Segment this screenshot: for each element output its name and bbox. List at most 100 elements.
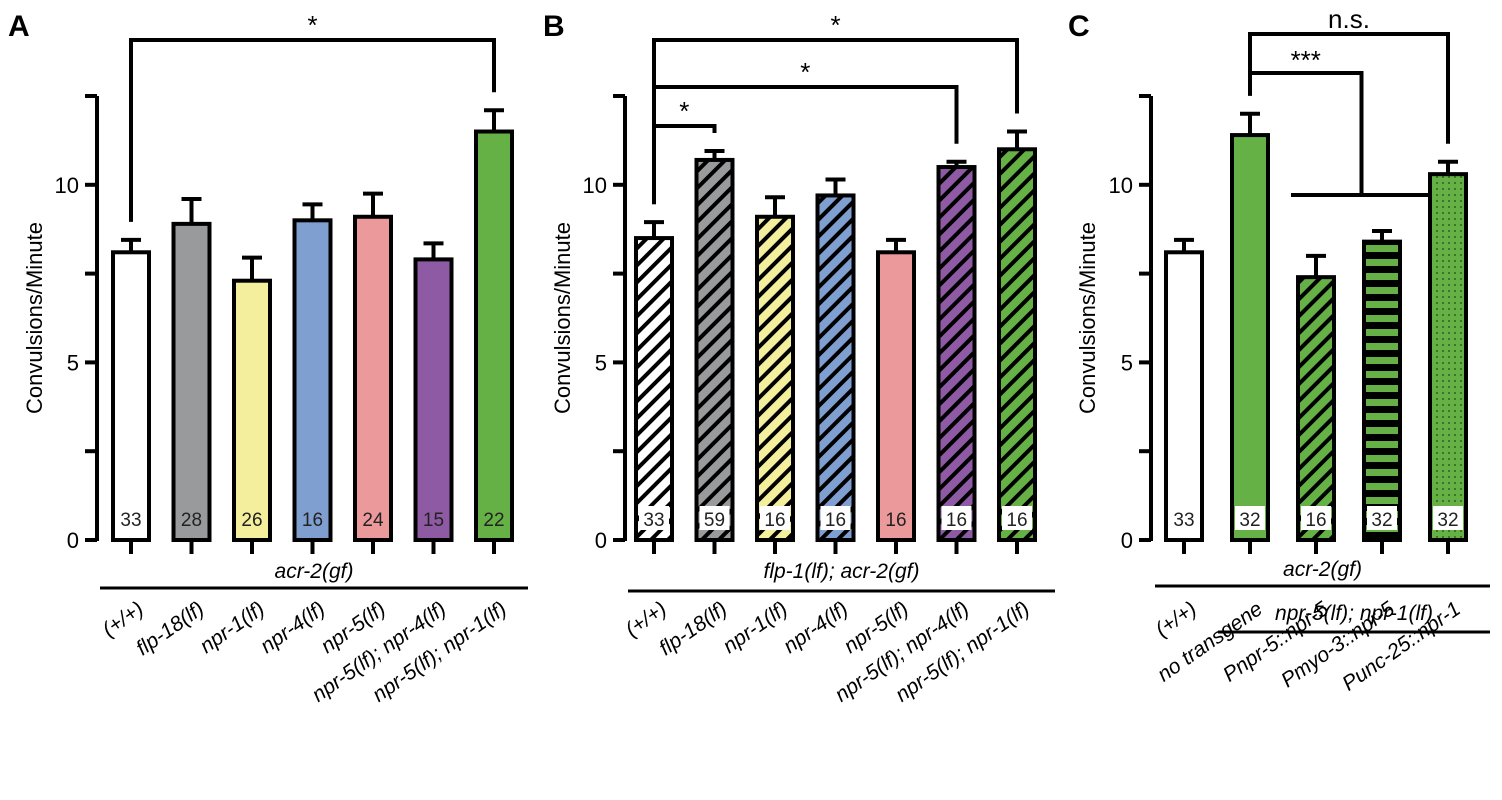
bar-pattern xyxy=(817,195,854,540)
significance-label: * xyxy=(830,10,840,40)
significance-bracket xyxy=(129,38,496,222)
bar-pattern xyxy=(696,159,733,540)
bar-outline xyxy=(1296,275,1336,542)
n-label: 33 xyxy=(643,510,664,531)
y-tick-label: 0 xyxy=(595,528,607,553)
bar xyxy=(415,259,452,540)
bar-outline xyxy=(292,218,333,542)
bar-outline xyxy=(474,129,514,543)
bar-outline xyxy=(1428,172,1468,542)
n-label-bg xyxy=(1301,506,1331,530)
n-label: 16 xyxy=(1305,510,1326,531)
panel-letter-b: B xyxy=(543,10,565,43)
significance-label: *** xyxy=(1291,45,1321,75)
n-label: 32 xyxy=(1371,510,1392,531)
bar xyxy=(1232,135,1268,540)
bar xyxy=(234,280,270,540)
bar-outline xyxy=(694,157,735,542)
y-tick-label: 5 xyxy=(67,350,79,375)
bar-outline xyxy=(815,193,856,542)
n-label: 24 xyxy=(362,510,384,531)
bar-outline xyxy=(111,250,151,542)
bar xyxy=(355,216,391,540)
bar xyxy=(113,252,149,540)
bar-pattern xyxy=(1364,241,1400,540)
bar xyxy=(173,223,210,540)
bar-outline xyxy=(171,221,212,542)
group-label: acr-2(gf) xyxy=(1283,558,1362,581)
y-tick-label: 0 xyxy=(1121,528,1133,553)
bar-outline xyxy=(1362,239,1402,543)
bar-outline xyxy=(1230,133,1270,543)
n-label-bg xyxy=(1367,506,1397,530)
category-label: npr-4(lf) xyxy=(779,597,852,658)
significance-label: * xyxy=(307,10,317,40)
bar-outline xyxy=(634,236,674,543)
significance-label: n.s. xyxy=(1328,4,1370,34)
bar xyxy=(476,131,512,540)
n-label: 32 xyxy=(1437,510,1458,531)
n-label: 16 xyxy=(946,510,967,531)
y-tick-label: 5 xyxy=(595,350,607,375)
n-label-bg xyxy=(1235,506,1265,530)
bar-pattern xyxy=(999,149,1035,540)
n-label-bg xyxy=(760,506,790,530)
n-label: 28 xyxy=(181,510,202,531)
bar-outline xyxy=(1164,250,1204,542)
group-label: acr-2(gf) xyxy=(275,560,354,583)
group-label: npr-5(lf); npr-1(lf) xyxy=(1275,602,1433,625)
significance-label: * xyxy=(679,96,689,126)
y-tick-label: 10 xyxy=(583,173,607,198)
bar-outline xyxy=(353,214,393,542)
bar xyxy=(878,252,914,540)
bar-outline xyxy=(413,257,454,542)
n-label-bg xyxy=(820,506,851,530)
n-label: 16 xyxy=(825,510,846,531)
bar-pattern xyxy=(1430,174,1466,541)
n-label-bg xyxy=(1433,506,1463,530)
group-label: flp-1(lf); acr-2(gf) xyxy=(764,560,920,583)
significance-label: * xyxy=(800,57,810,87)
category-label: npr-1(lf) xyxy=(719,597,792,658)
category-label: (+/+) xyxy=(1151,597,1201,641)
n-label: 22 xyxy=(483,510,504,531)
bar xyxy=(1166,252,1202,540)
bar-pattern xyxy=(636,238,672,540)
n-label: 16 xyxy=(1006,510,1027,531)
y-axis-title-c: Convulsions/Minute xyxy=(1075,222,1100,414)
n-label-bg xyxy=(1002,506,1032,530)
n-label: 15 xyxy=(423,510,444,531)
bar-pattern xyxy=(757,216,793,540)
significance-bracket xyxy=(1248,32,1450,144)
bar xyxy=(294,220,331,540)
category-label: flp-18(lf) xyxy=(132,597,208,660)
chart-panel-a: 051033(+/+)28flp-18(lf)26npr-1(lf)16npr-… xyxy=(55,10,528,707)
chart-panel-b: 051033(+/+)59flp-18(lf)16npr-1(lf)16npr-… xyxy=(583,10,1055,707)
n-label: 33 xyxy=(120,510,141,531)
bar-outline xyxy=(936,165,977,542)
significance-bracket xyxy=(652,124,717,205)
n-label-bg xyxy=(639,506,669,530)
bar-pattern xyxy=(1298,277,1334,540)
n-label: 33 xyxy=(1173,510,1194,531)
bar-outline xyxy=(755,214,795,542)
n-label: 16 xyxy=(764,510,785,531)
category-label: npr-1(lf) xyxy=(196,597,269,658)
category-label: flp-18(lf) xyxy=(655,597,731,660)
bar-outline xyxy=(232,278,272,542)
significance-bracket xyxy=(1248,71,1364,195)
y-axis-title-b: Convulsions/Minute xyxy=(550,222,575,414)
y-tick-label: 5 xyxy=(1121,350,1133,375)
category-label: npr-4(lf) xyxy=(256,597,329,658)
panel-letter-a: A xyxy=(8,10,30,43)
n-label-bg xyxy=(941,506,972,530)
n-label: 16 xyxy=(885,510,906,531)
bar-outline xyxy=(876,250,916,542)
n-label: 59 xyxy=(704,510,725,531)
y-tick-label: 10 xyxy=(1109,173,1133,198)
n-label: 26 xyxy=(241,510,262,531)
panel-letter-c: C xyxy=(1068,10,1090,43)
n-label: 16 xyxy=(302,510,323,531)
n-label: 32 xyxy=(1239,510,1260,531)
